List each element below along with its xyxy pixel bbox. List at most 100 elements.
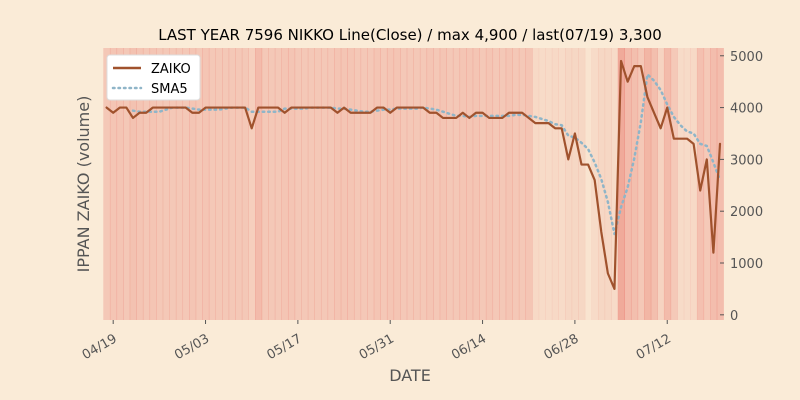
- day-band: [340, 48, 348, 320]
- day-band: [129, 48, 137, 320]
- day-band: [433, 48, 441, 320]
- day-band: [156, 48, 164, 320]
- day-band: [281, 48, 289, 320]
- day-band: [419, 48, 428, 320]
- day-band: [558, 48, 566, 320]
- y-tick-label: 5000: [730, 50, 763, 65]
- day-band: [287, 48, 296, 320]
- x-tick-label: 06/28: [541, 331, 581, 363]
- day-band: [175, 48, 184, 320]
- day-band: [222, 48, 230, 320]
- series-lines: [105, 59, 722, 291]
- x-tick-label: 07/12: [634, 331, 674, 363]
- chart-title: LAST YEAR 7596 NIKKO Line(Close) / max 4…: [158, 26, 662, 44]
- day-band: [208, 48, 217, 320]
- day-band: [380, 48, 388, 320]
- day-band: [492, 48, 500, 320]
- day-band: [683, 48, 691, 320]
- day-band: [149, 48, 157, 320]
- day-band: [195, 48, 203, 320]
- day-band: [406, 48, 414, 320]
- day-band: [604, 48, 612, 320]
- day-band: [386, 48, 395, 320]
- day-band: [255, 48, 263, 320]
- day-band: [327, 48, 335, 320]
- day-band: [703, 48, 711, 320]
- day-band: [439, 48, 447, 320]
- x-tick-label: 05/03: [172, 331, 212, 363]
- day-band: [294, 48, 302, 320]
- day-band: [716, 48, 724, 320]
- day-band: [637, 48, 645, 320]
- day-band: [597, 48, 606, 320]
- day-band: [162, 48, 170, 320]
- day-band: [525, 48, 533, 320]
- legend-label-zaiko: ZAIKO: [151, 62, 191, 77]
- day-band: [565, 48, 573, 320]
- day-band: [710, 48, 718, 320]
- day-band: [169, 48, 177, 320]
- series-line-zaiko: [105, 59, 722, 291]
- y-tick-label: 3000: [730, 153, 763, 168]
- day-band: [518, 48, 527, 320]
- day-band: [466, 48, 474, 320]
- y-tick-label: 0: [730, 309, 738, 324]
- day-band: [532, 48, 540, 320]
- day-band: [103, 48, 111, 320]
- day-band: [472, 48, 480, 320]
- day-band: [393, 48, 401, 320]
- day-band: [690, 48, 698, 320]
- legend: ZAIKO SMA5: [106, 54, 201, 101]
- day-band: [136, 48, 144, 320]
- day-band: [347, 48, 355, 320]
- day-band: [551, 48, 560, 320]
- day-band: [413, 48, 421, 320]
- day-band: [307, 48, 315, 320]
- y-axis-label: IPPAN ZAIKO (volume): [74, 96, 93, 273]
- day-band: [353, 48, 362, 320]
- y-tick-label: 2000: [730, 205, 763, 220]
- day-band: [367, 48, 375, 320]
- day-band: [624, 48, 632, 320]
- day-band: [545, 48, 553, 320]
- day-band: [499, 48, 507, 320]
- x-tick-label: 06/14: [449, 331, 489, 363]
- day-band: [400, 48, 408, 320]
- day-band: [268, 48, 276, 320]
- day-band: [248, 48, 256, 320]
- x-tick-label: 05/17: [264, 331, 304, 363]
- day-band: [109, 48, 118, 320]
- day-band: [584, 48, 592, 320]
- day-band: [538, 48, 546, 320]
- day-band: [630, 48, 639, 320]
- day-band: [644, 48, 652, 320]
- day-band: [241, 48, 250, 320]
- day-band: [228, 48, 236, 320]
- day-band: [452, 48, 461, 320]
- x-axis: 04/19 05/03 05/17 05/31 06/14 06/28 07/12: [80, 320, 674, 363]
- day-band: [142, 48, 151, 320]
- day-band: [274, 48, 282, 320]
- day-band: [189, 48, 197, 320]
- day-band: [512, 48, 520, 320]
- day-band: [677, 48, 685, 320]
- y-tick-label: 4000: [730, 102, 763, 117]
- day-band: [670, 48, 678, 320]
- day-band: [320, 48, 329, 320]
- background-bands: [103, 48, 724, 320]
- day-band: [479, 48, 487, 320]
- x-tick-label: 05/31: [357, 331, 397, 363]
- day-band: [373, 48, 381, 320]
- day-band: [505, 48, 513, 320]
- x-axis-label: DATE: [389, 366, 431, 385]
- day-band: [650, 48, 658, 320]
- day-band: [301, 48, 309, 320]
- day-band: [611, 48, 619, 320]
- legend-label-sma5: SMA5: [151, 82, 188, 97]
- day-band: [334, 48, 342, 320]
- day-band: [663, 48, 672, 320]
- day-band: [485, 48, 494, 320]
- y-axis: 0 1000 2000 3000 4000 5000: [720, 50, 763, 324]
- day-band: [182, 48, 190, 320]
